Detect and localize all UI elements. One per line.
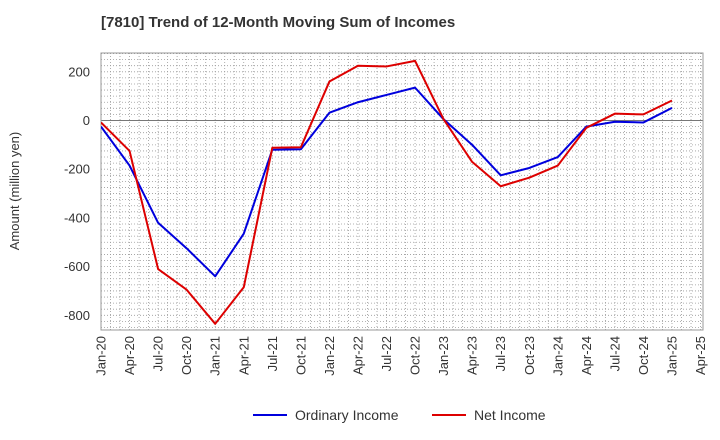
y-tick-label: -800 (64, 308, 90, 323)
x-tick-label: Apr-24 (579, 336, 594, 375)
x-tick-label: Apr-25 (693, 336, 708, 375)
y-tick-label: -200 (64, 162, 90, 177)
plot-frame (100, 52, 704, 331)
x-tick-label: Jan-20 (94, 336, 109, 376)
plot-area (101, 53, 703, 330)
x-tick-label: Oct-22 (408, 336, 423, 375)
x-tick-label: Jul-21 (265, 336, 280, 371)
x-axis-ticks: Jan-20 Apr-20 Jul-20 Oct-20 Jan-21 Apr-21 Jul-… (94, 336, 709, 376)
y-axis-ticks: 200 0 -200 -400 -600 -800 (64, 64, 90, 323)
y-tick-label: -600 (64, 259, 90, 274)
series-line-ordinary-income (101, 86, 673, 278)
x-tick-label: Apr-23 (465, 336, 480, 375)
series (101, 59, 673, 325)
legend: Ordinary Income Net Income (253, 407, 546, 423)
x-tick-label: Oct-21 (293, 336, 308, 375)
x-tick-label: Jan-24 (550, 336, 565, 376)
y-tick-label: -400 (64, 210, 90, 225)
x-tick-label: Jul-24 (607, 336, 622, 371)
x-tick-label: Oct-24 (636, 336, 651, 375)
x-tick-label: Oct-20 (179, 336, 194, 375)
x-tick-label: Jan-21 (208, 336, 223, 376)
x-tick-label: Jan-23 (436, 336, 451, 376)
x-tick-label: Jan-25 (665, 336, 680, 376)
x-tick-label: Jan-22 (322, 336, 337, 376)
y-tick-label: 0 (83, 113, 90, 128)
x-tick-label: Jul-22 (379, 336, 394, 371)
x-tick-label: Oct-23 (522, 336, 537, 375)
legend-label-ordinary-income: Ordinary Income (295, 407, 399, 423)
chart-title: [7810] Trend of 12-Month Moving Sum of I… (101, 14, 456, 31)
x-tick-label: Apr-20 (122, 336, 137, 375)
x-tick-label: Jul-23 (493, 336, 508, 371)
y-axis-title: Amount (million yen) (7, 132, 22, 251)
grid (101, 53, 703, 330)
x-tick-label: Apr-21 (236, 336, 251, 375)
x-tick-label: Jul-20 (151, 336, 166, 371)
x-tick-label: Apr-22 (350, 336, 365, 375)
series-line-net-income (101, 59, 673, 325)
legend-label-net-income: Net Income (474, 407, 546, 423)
y-tick-label: 200 (68, 64, 90, 79)
